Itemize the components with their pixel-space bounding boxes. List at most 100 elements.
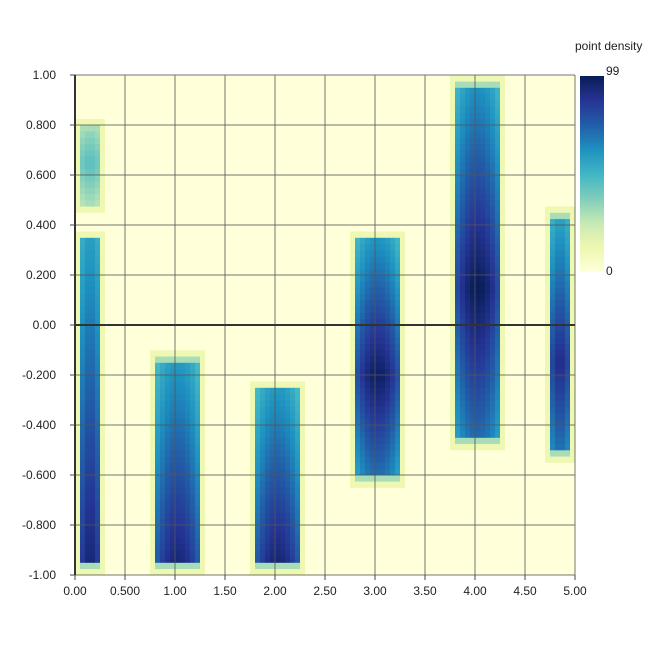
heatmap-cell <box>240 543 246 551</box>
heatmap-cell <box>235 412 241 420</box>
heatmap-cell <box>205 418 211 426</box>
heatmap-cell <box>220 106 226 113</box>
heatmap-cell <box>280 256 286 263</box>
heatmap-cell <box>235 368 241 376</box>
heatmap-cell <box>245 300 251 307</box>
heatmap-cell <box>160 137 166 145</box>
heatmap-cell <box>370 268 376 276</box>
heatmap-cell <box>190 425 196 432</box>
heatmap-cell <box>115 150 121 157</box>
heatmap-cell <box>235 100 241 107</box>
heatmap-cell <box>215 387 221 395</box>
heatmap-cell <box>275 250 281 257</box>
heatmap-cell <box>260 356 266 363</box>
heatmap-cell <box>320 162 326 170</box>
heatmap-cell <box>265 168 271 176</box>
heatmap-cell <box>80 368 86 376</box>
heatmap-cell <box>285 175 291 182</box>
heatmap-cell <box>110 256 116 263</box>
heatmap-cell <box>325 187 331 195</box>
heatmap-cell <box>155 137 161 145</box>
heatmap-cell <box>180 418 186 426</box>
heatmap-cell <box>310 387 316 395</box>
heatmap-cell <box>100 256 106 263</box>
heatmap-cell <box>230 275 236 282</box>
heatmap-cell <box>200 181 206 188</box>
heatmap-cell <box>80 362 86 370</box>
heatmap-cell <box>305 387 311 395</box>
heatmap-cell <box>190 256 196 263</box>
heatmap-cell <box>295 337 301 345</box>
heatmap-cell <box>155 568 161 576</box>
heatmap-cell <box>210 312 216 320</box>
heatmap-cell <box>305 356 311 363</box>
heatmap-cell <box>140 475 146 482</box>
heatmap-cell <box>345 312 351 320</box>
heatmap-cell <box>255 206 261 213</box>
heatmap-cell <box>380 287 386 295</box>
heatmap-cell <box>245 256 251 263</box>
heatmap-cell <box>295 481 301 488</box>
heatmap-cell <box>325 375 331 382</box>
heatmap-cell <box>305 87 311 95</box>
heatmap-cell <box>345 387 351 395</box>
heatmap-cell <box>370 256 376 263</box>
heatmap-cell <box>350 318 356 326</box>
heatmap-cell <box>260 318 266 326</box>
heatmap-cell <box>375 481 381 488</box>
heatmap-cell <box>155 487 161 495</box>
heatmap-cell <box>85 375 91 382</box>
heatmap-cell <box>140 537 146 545</box>
heatmap-cell <box>300 100 306 107</box>
heatmap-cell <box>120 112 126 120</box>
heatmap-cell <box>290 187 296 195</box>
heatmap-cell <box>175 443 181 451</box>
heatmap-cell <box>100 375 106 382</box>
heatmap-cell <box>375 537 381 545</box>
heatmap-cell <box>330 550 336 557</box>
heatmap-cell <box>245 468 251 476</box>
heatmap-cell <box>145 368 151 376</box>
heatmap-cell <box>165 518 171 526</box>
heatmap-cell <box>90 393 96 401</box>
heatmap-cell <box>335 112 341 120</box>
heatmap-cell <box>140 331 146 338</box>
heatmap-cell <box>365 287 371 295</box>
heatmap-cell <box>270 431 276 438</box>
heatmap-cell <box>230 481 236 488</box>
heatmap-cell <box>105 568 111 576</box>
heatmap-cell <box>300 300 306 307</box>
heatmap-cell <box>360 331 366 338</box>
heatmap-cell <box>355 175 361 182</box>
heatmap-cell <box>320 443 326 451</box>
heatmap-cell <box>115 418 121 426</box>
heatmap-cell <box>275 493 281 501</box>
heatmap-cell <box>180 331 186 338</box>
heatmap-cell <box>150 237 156 245</box>
heatmap-cell <box>300 206 306 213</box>
heatmap-cell <box>170 525 176 532</box>
heatmap-cell <box>235 543 241 551</box>
heatmap-cell <box>235 206 241 213</box>
heatmap-cell <box>160 306 166 313</box>
heatmap-cell <box>375 275 381 282</box>
heatmap-cell <box>125 425 131 432</box>
heatmap-cell <box>195 287 201 295</box>
heatmap-cell <box>365 125 371 132</box>
heatmap-cell <box>130 331 136 338</box>
heatmap-cell <box>210 250 216 257</box>
heatmap-cell <box>345 325 351 332</box>
heatmap-cell <box>110 300 116 307</box>
heatmap-cell <box>340 475 346 482</box>
heatmap-cell <box>230 156 236 163</box>
heatmap-cell <box>315 462 321 470</box>
heatmap-cell <box>75 525 81 532</box>
heatmap-cell <box>340 250 346 257</box>
heatmap-cell <box>185 256 191 263</box>
heatmap-cell <box>330 187 336 195</box>
heatmap-cell <box>330 81 336 88</box>
heatmap-cell <box>250 306 256 313</box>
heatmap-cell <box>285 325 291 332</box>
heatmap-cell <box>75 106 81 113</box>
heatmap-cell <box>90 356 96 363</box>
